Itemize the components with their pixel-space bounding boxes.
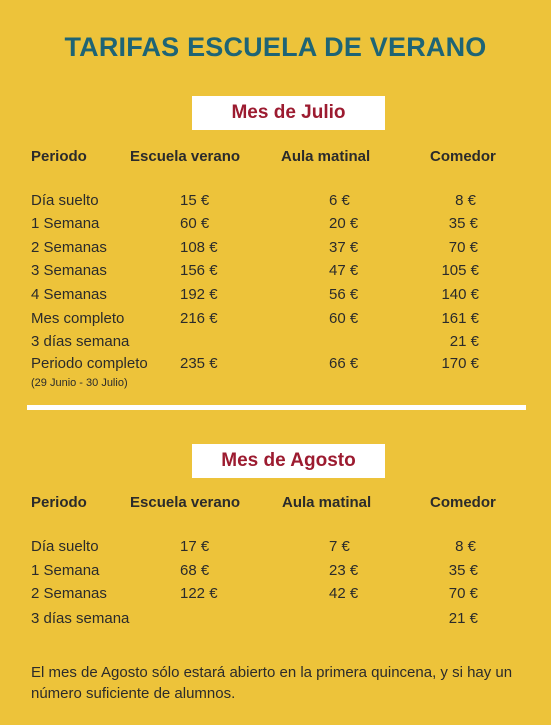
comedor-cell: 35 € [448, 215, 478, 232]
aula-cell: 23 € [329, 562, 359, 579]
agosto-heading: Mes de Agosto [192, 444, 385, 478]
comedor-cell: 8 € [455, 538, 476, 555]
escuela-cell: 235 € [180, 355, 218, 372]
page-title: TARIFAS ESCUELA DE VERANO [64, 32, 487, 62]
escuela-cell: 15 € [180, 192, 210, 209]
aula-cell: 6 € [329, 192, 350, 209]
escuela-cell: 60 € [180, 215, 210, 232]
agosto-col-comedor: Comedor [430, 494, 496, 511]
julio-col-aula: Aula matinal [281, 148, 371, 165]
periodo-cell: Mes completo [31, 310, 125, 327]
periodo-cell: 1 Semana [31, 215, 100, 232]
aula-cell: 56 € [329, 286, 359, 303]
julio-heading: Mes de Julio [192, 96, 385, 130]
comedor-cell: 161 € [441, 310, 479, 327]
periodo-dates-note: (29 Junio - 30 Julio) [31, 377, 128, 389]
escuela-cell: 192 € [180, 286, 218, 303]
comedor-cell: 70 € [448, 239, 478, 256]
comedor-cell: 8 € [455, 192, 476, 209]
agosto-col-aula: Aula matinal [282, 494, 372, 511]
comedor-cell: 70 € [448, 585, 478, 602]
escuela-cell: 216 € [180, 310, 218, 327]
escuela-cell: 156 € [180, 262, 218, 279]
julio-col-comedor: Comedor [430, 148, 496, 165]
aula-cell: 37 € [329, 239, 359, 256]
agosto-col-escuela: Escuela verano [130, 494, 241, 511]
comedor-cell: 21 € [449, 333, 479, 350]
periodo-cell: Día suelto [31, 192, 99, 209]
escuela-cell: 108 € [180, 239, 218, 256]
periodo-cell: Periodo completo [31, 355, 148, 372]
section-divider [27, 405, 526, 410]
julio-col-escuela: Escuela verano [130, 148, 241, 165]
comedor-cell: 21 € [448, 610, 478, 627]
aula-cell: 47 € [329, 262, 359, 279]
aula-cell: 66 € [329, 355, 359, 372]
aula-cell: 20 € [329, 215, 359, 232]
footer-note: El mes de Agosto sólo estará abierto en … [31, 664, 513, 702]
escuela-cell: 17 € [180, 538, 210, 555]
escuela-cell: 122 € [180, 585, 218, 602]
julio-col-periodo: Periodo [31, 148, 87, 165]
comedor-cell: 35 € [448, 562, 478, 579]
aula-cell: 7 € [329, 538, 350, 555]
periodo-cell: Día suelto [31, 538, 99, 555]
periodo-cell: 2 Semanas [31, 239, 107, 256]
escuela-cell: 68 € [180, 562, 210, 579]
comedor-cell: 140 € [441, 286, 479, 303]
comedor-cell: 170 € [441, 355, 479, 372]
periodo-cell: 3 días semana [31, 333, 130, 350]
periodo-cell: 1 Semana [31, 562, 100, 579]
periodo-cell: 2 Semanas [31, 585, 107, 602]
periodo-cell: 4 Semanas [31, 286, 107, 303]
aula-cell: 60 € [329, 310, 359, 327]
agosto-col-periodo: Periodo [31, 494, 87, 511]
comedor-cell: 105 € [441, 262, 479, 279]
aula-cell: 42 € [329, 585, 359, 602]
periodo-cell: 3 días semana [31, 610, 130, 627]
periodo-cell: 3 Semanas [31, 262, 107, 279]
